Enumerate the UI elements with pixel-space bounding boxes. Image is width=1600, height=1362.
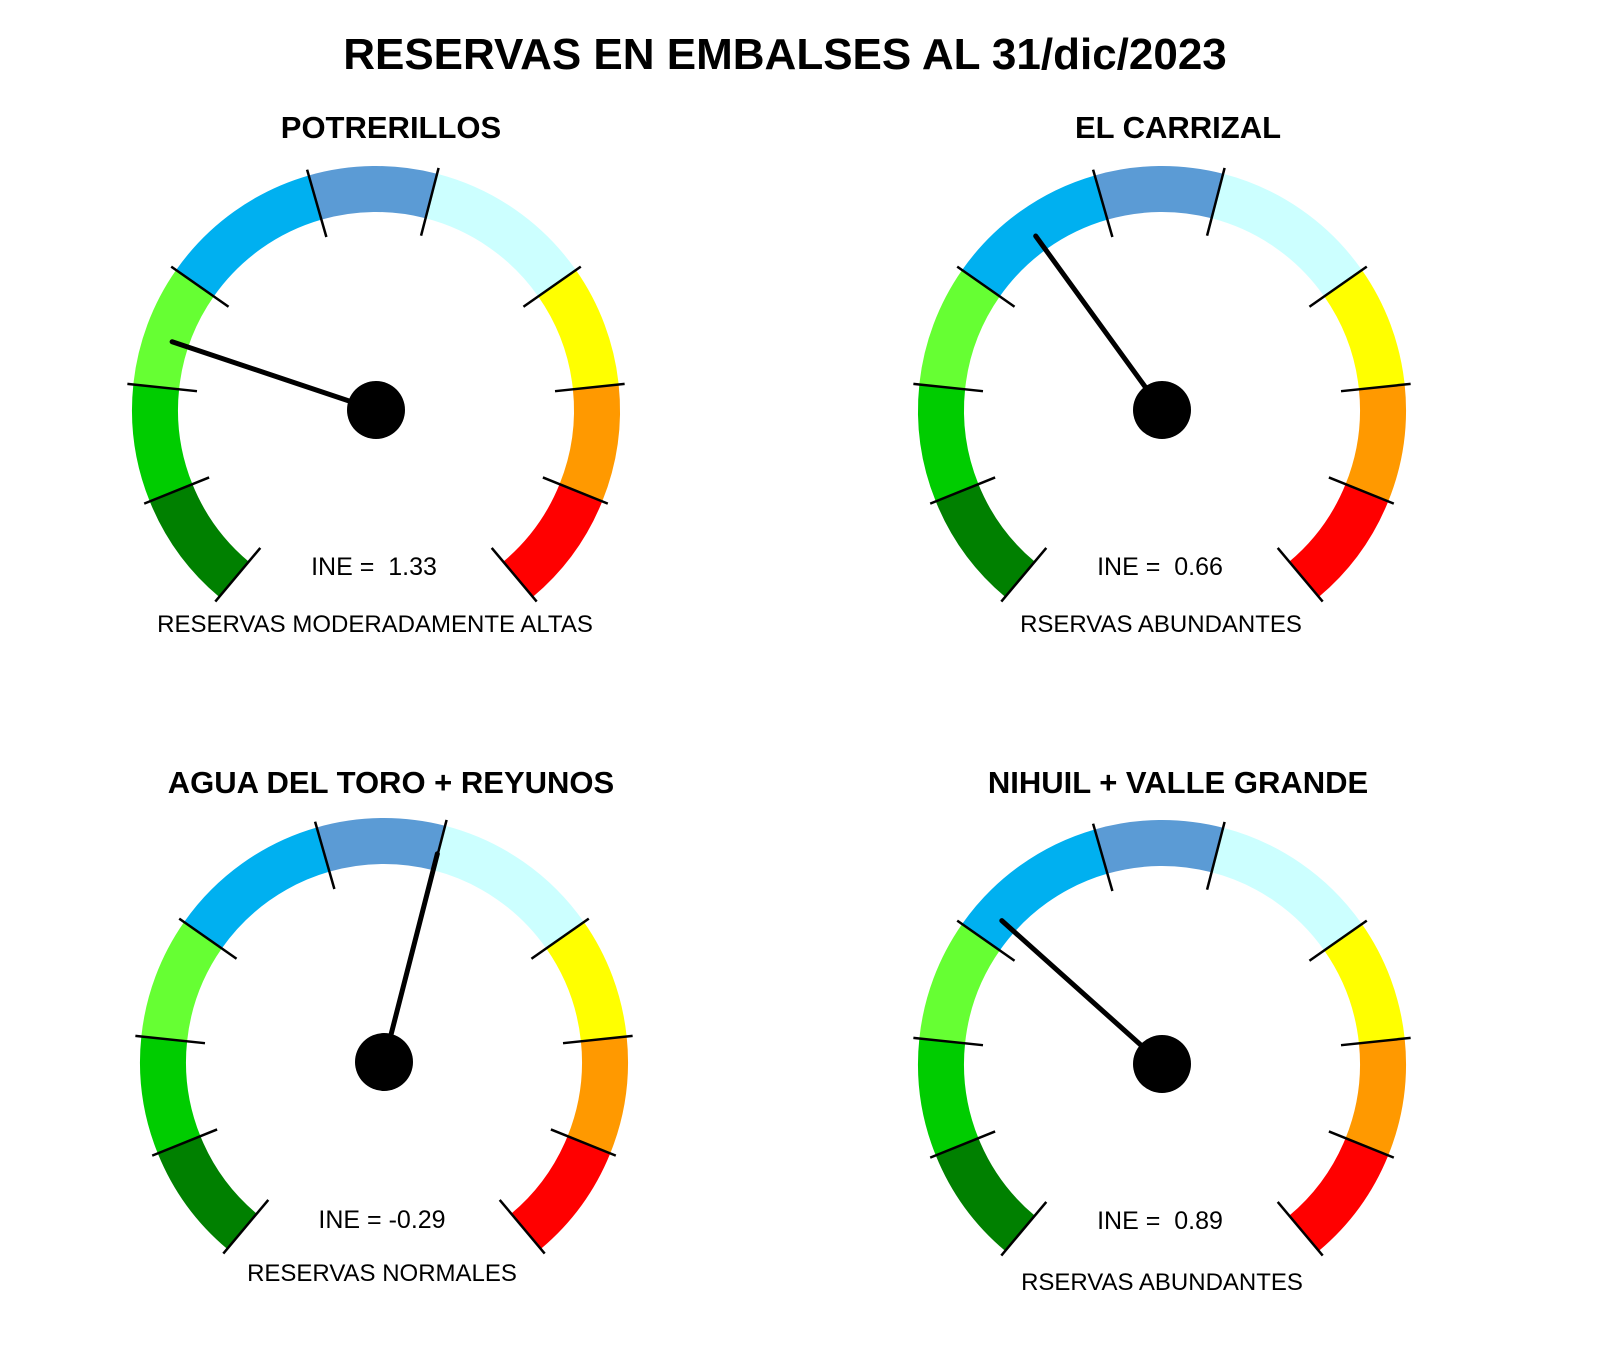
gauge-segment (1345, 384, 1406, 502)
gauge-hub (347, 381, 405, 439)
gauge-title-nihuil: NIHUIL + VALLE GRANDE (987, 765, 1369, 800)
gauge-hub (1133, 1035, 1191, 1093)
gauge-segment (132, 384, 193, 502)
gauge-tick (151, 1128, 218, 1157)
gauge-tick (313, 821, 336, 890)
gauge-segment (918, 1038, 979, 1156)
gauge-tick (1308, 919, 1368, 962)
gauge-tick (1205, 821, 1226, 891)
gauge-segment (962, 829, 1108, 951)
gauge-tick (956, 919, 1016, 962)
gauge-segment (133, 270, 214, 390)
gauge-tick (542, 476, 609, 505)
gauge-tick (1276, 547, 1324, 603)
gauge-tick (1091, 823, 1114, 892)
gauge-tick (135, 1034, 206, 1045)
ine-value-agua-del-toro: INE = -0.29 (318, 1206, 446, 1234)
gauge-tick (1308, 265, 1368, 308)
gauge-segment (184, 827, 330, 949)
gauge-tick (127, 382, 198, 393)
gauge-segment (919, 270, 1000, 390)
status-potrerillos: RESERVAS MODERADAMENTE ALTAS (157, 611, 593, 638)
gauge-tick (522, 265, 582, 308)
status-el-carrizal: RSERVAS ABUNDANTES (1020, 611, 1302, 638)
gauge-segment (919, 924, 1000, 1044)
gauge-segment (546, 922, 627, 1042)
gauge-tick (530, 917, 590, 960)
gauge-tick (498, 1199, 546, 1255)
ine-value-potrerillos: INE = 1.33 (311, 553, 437, 581)
gauge-tick (490, 547, 538, 603)
chart-title: RESERVAS EN EMBALSES AL 31/dic/2023 (343, 30, 1227, 79)
ine-value-el-carrizal: INE = 0.66 (1097, 553, 1223, 581)
gauge-tick (562, 1034, 633, 1045)
gauge-segment (157, 1136, 257, 1249)
gauge-tick (550, 1128, 617, 1157)
gauge-needle (381, 851, 440, 1065)
gauge-segment (149, 484, 249, 597)
gauge-segment (935, 1138, 1035, 1251)
gauge-segment (538, 270, 619, 390)
gauge-segment (425, 173, 576, 297)
gauge-segment (511, 1136, 611, 1249)
gauge-tick (929, 476, 996, 505)
gauge-segment (141, 922, 222, 1042)
gauge-title-agua-del-toro: AGUA DEL TORO + REYUNOS (167, 765, 615, 800)
gauge-tick (305, 169, 328, 238)
gauge-segment (503, 484, 603, 597)
gauge-segment (935, 484, 1035, 597)
gauge-segment (567, 1036, 628, 1154)
gauge-tick (929, 1130, 996, 1159)
gauge-segment (308, 166, 438, 220)
gauge-tick (1091, 169, 1114, 238)
gauge-segment (1345, 1038, 1406, 1156)
gauge-needle (999, 918, 1165, 1067)
gauge-title-el-carrizal: EL CARRIZAL (1074, 110, 1282, 145)
gauge-tick (1328, 476, 1395, 505)
gauge-tick (913, 1036, 984, 1047)
gauge-hub (355, 1033, 413, 1091)
gauge-segment (1289, 484, 1389, 597)
gauge-tick (1328, 1130, 1395, 1159)
ine-value-nihuil: INE = 0.89 (1097, 1207, 1223, 1235)
gauge-tick (170, 265, 230, 308)
gauge-segment (1094, 166, 1224, 220)
gauge-segment (1324, 270, 1405, 390)
gauge-hub (1133, 381, 1191, 439)
gauge-tick (143, 476, 210, 505)
gauge-tick (178, 917, 238, 960)
gauge-tick (1340, 382, 1411, 393)
gauge-tick (1276, 1201, 1324, 1257)
gauge-tick (419, 167, 440, 237)
gauge-tick (1340, 1036, 1411, 1047)
gauge-segment (1211, 173, 1362, 297)
gauge-segment (433, 825, 584, 949)
gauge-segment (559, 384, 620, 502)
gauge-segment (176, 175, 322, 297)
gauge-segment (918, 384, 979, 502)
gauge-needle (169, 339, 379, 413)
gauge-needle (1033, 233, 1165, 413)
gauge-tick (1000, 1201, 1048, 1257)
gauge-tick (222, 1199, 270, 1255)
status-nihuil: RSERVAS ABUNDANTES (1021, 1269, 1303, 1296)
gauge-tick (554, 382, 625, 393)
gauge-tick (956, 265, 1016, 308)
gauge-tick (913, 382, 984, 393)
status-agua-del-toro: RESERVAS NORMALES (247, 1260, 517, 1287)
gauge-tick (1205, 167, 1226, 237)
gauge-segment (1324, 924, 1405, 1044)
gauge-segment (1289, 1138, 1389, 1251)
gauge-title-potrerillos: POTRERILLOS (280, 110, 502, 145)
gauge-segment (316, 818, 446, 872)
gauge-tick (214, 547, 262, 603)
gauge-segment (139, 1036, 201, 1154)
gauge-segment (1094, 819, 1224, 874)
gauge-tick (1000, 547, 1048, 603)
gauge-segment (1211, 827, 1362, 951)
